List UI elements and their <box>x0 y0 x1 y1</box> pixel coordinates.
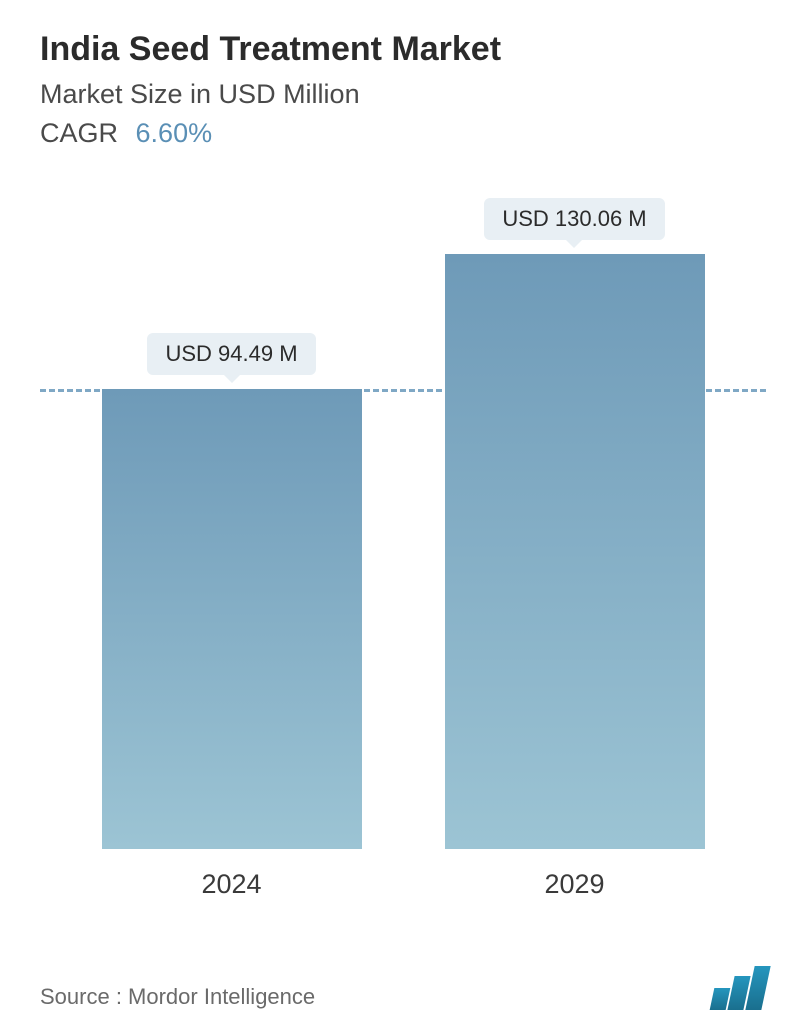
logo-icon <box>712 966 766 1010</box>
chart-title: India Seed Treatment Market <box>40 30 766 69</box>
value-label-2024: USD 94.49 M <box>147 333 315 375</box>
bars-container: USD 94.49 M USD 130.06 M <box>40 189 766 849</box>
bar-rect-2024 <box>102 389 362 849</box>
cagr-label: CAGR <box>40 118 118 148</box>
x-label-2024: 2024 <box>102 869 362 900</box>
value-label-2029: USD 130.06 M <box>484 198 664 240</box>
x-axis-labels: 2024 2029 <box>40 855 766 900</box>
chart-subtitle: Market Size in USD Million <box>40 79 766 110</box>
bar-rect-2029 <box>445 254 705 849</box>
bar-2024: USD 94.49 M <box>102 333 362 849</box>
source-text: Source : Mordor Intelligence <box>40 984 315 1010</box>
cagr-value: 6.60% <box>136 118 213 148</box>
chart-area: USD 94.49 M USD 130.06 M <box>40 189 766 849</box>
cagr-row: CAGR 6.60% <box>40 118 766 149</box>
footer: Source : Mordor Intelligence <box>40 966 766 1010</box>
bar-2029: USD 130.06 M <box>445 198 705 849</box>
x-label-2029: 2029 <box>445 869 705 900</box>
